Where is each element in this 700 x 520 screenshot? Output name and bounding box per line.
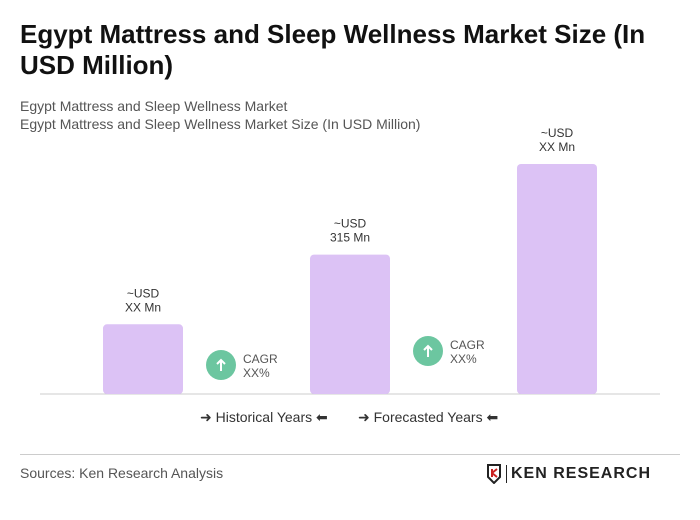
arrow-up-icon	[423, 344, 433, 357]
cagr-label: CAGR	[450, 338, 485, 352]
logo-text: KEN RESEARCH	[506, 465, 651, 483]
ken-research-logo: KEN RESEARCH	[486, 464, 651, 484]
legend-forecast-label: Forecasted Years	[373, 409, 483, 425]
logo-icon	[487, 464, 501, 484]
subtitle-2: Egypt Mattress and Sleep Wellness Market…	[20, 116, 421, 132]
legend-historical-label: Historical Years	[215, 409, 313, 425]
bar-value-label: ~USD	[334, 217, 367, 231]
bar-value-label: ~USD	[127, 286, 160, 300]
cagr-label: CAGR	[243, 352, 278, 366]
sources: Sources: Ken Research Analysis	[20, 465, 224, 481]
bar-value-label: 315 Mn	[330, 231, 370, 245]
cagr-label: XX%	[243, 366, 270, 380]
bar	[103, 324, 183, 394]
legend-historical: ➜ Historical Years ⬅	[200, 409, 328, 425]
legend-forecast: ➜ Forecasted Years ⬅	[358, 409, 499, 425]
bar	[517, 164, 597, 394]
bar-value-label: ~USD	[541, 126, 574, 140]
bar	[310, 254, 390, 394]
bar-value-label: XX Mn	[539, 140, 575, 154]
page-title: Egypt Mattress and Sleep Wellness Market…	[20, 19, 646, 80]
bar-value-label: XX Mn	[125, 300, 161, 314]
subtitle: Egypt Mattress and Sleep Wellness Market	[20, 98, 288, 114]
cagr-label: XX%	[450, 352, 477, 366]
footer-divider	[20, 454, 680, 455]
arrow-up-icon	[216, 358, 226, 371]
